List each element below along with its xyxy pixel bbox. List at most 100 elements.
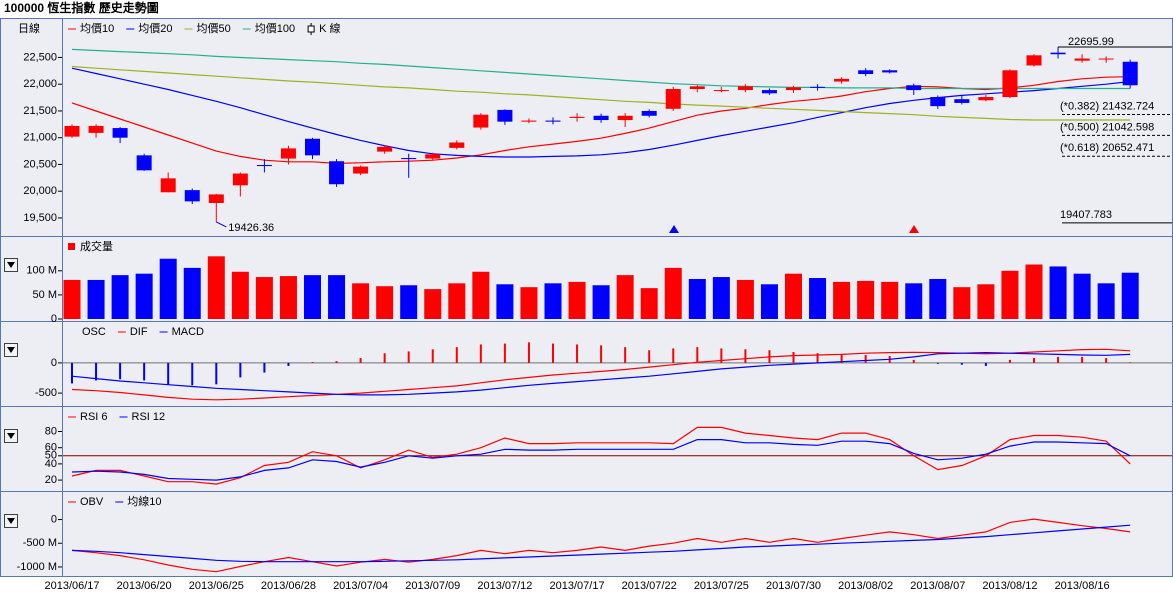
volume-bar [616,275,634,319]
volume-bar [279,276,297,319]
candle-body [593,115,609,121]
volume-bar [87,279,105,319]
volume-bar [1073,273,1091,319]
annotation-label: 19407.783 [1060,209,1112,221]
candle-body [449,142,465,148]
candle-body [906,85,922,91]
volume-bar [833,281,851,319]
x-tick-label: 2013/08/07 [910,580,965,592]
candle-body [1002,70,1018,98]
candle-body [160,178,176,193]
candle-body [1122,61,1138,86]
volume-bar [592,285,610,319]
volume-bar [376,286,394,319]
volume-bar [424,289,442,319]
volume-bar [1049,266,1067,319]
candle-body [112,128,128,138]
candle-body [353,166,369,174]
candle-body [136,155,152,171]
volume-bar [496,284,514,319]
legend-label: K 線 [319,21,340,35]
annotation-label: (*0.618) 20652.471 [1060,142,1154,154]
volume-bar [785,273,802,319]
volume-bar [1121,272,1139,319]
volume-bar [111,275,129,319]
candle-body [305,138,320,156]
candle-body [64,125,80,137]
candle-body [786,87,801,91]
volume-bar [400,285,418,319]
volume-bar [231,271,249,319]
x-tick-label: 2013/06/25 [189,580,244,592]
volume-bar [712,277,730,319]
page-title: 100000 恆生指數 歷史走勢圖 [4,0,159,15]
annotation-label: (*0.500) 21042.598 [1060,121,1154,133]
y-tick-label: 50 M [33,289,57,301]
volume-bar [207,256,225,319]
x-tick-label: 2013/07/09 [405,580,460,592]
candle-body [232,173,248,186]
panel-toggle[interactable] [4,429,18,443]
volume-bar [328,275,346,319]
volume-bar [472,271,490,319]
volume-bar [159,258,177,319]
x-tick-label: 2013/08/02 [838,580,893,592]
volume-bar [809,278,827,319]
signal-marker [669,225,679,233]
y-tick-label: 22,500 [23,51,57,63]
legend-label: 均價100 [255,21,295,35]
x-tick-label: 2013/07/17 [550,580,605,592]
x-tick-label: 2013/08/16 [1055,580,1110,592]
x-tick-label: 2013/06/20 [117,580,172,592]
legend-label: 均價10 [80,21,114,35]
annotation-line [216,221,227,228]
y-tick-label: 0 [51,313,57,325]
legend-label: MACD [172,326,204,338]
y-tick-label: 22,000 [23,78,57,90]
volume-bar [977,284,995,319]
y-tick-label: -500 [35,387,57,399]
volume-bar [640,288,658,319]
legend-label: 成交量 [80,239,113,253]
series-line [71,518,1131,573]
y-tick-label: 50 [45,450,57,462]
candle-body [954,99,970,103]
candle-body [184,190,200,202]
x-tick-label: 2013/06/28 [261,580,316,592]
candle-body [208,194,224,203]
panel-toggle[interactable] [4,514,18,528]
volume-bar [929,278,947,319]
candle-body [665,89,681,109]
candle-body [401,158,417,160]
candle-body [545,120,561,122]
volume-bar [544,283,562,319]
y-tick-label: 100 M [26,265,57,277]
candle-body [88,125,104,133]
legend-swatch [68,243,75,250]
legend-label: 均價20 [138,21,172,35]
volume-bar [664,267,682,319]
panel-toggle[interactable] [4,343,18,357]
y-tick-label: -1000 M [17,561,57,573]
candle-body [497,109,513,122]
annotation-label: 22695.99 [1068,36,1114,48]
series-line [71,65,1131,121]
y-tick-label: 80 [45,425,57,437]
volume-bar [760,284,778,319]
volume-bar [881,281,899,319]
legend-label: OBV [80,496,104,508]
x-tick-label: 2013/07/30 [766,580,821,592]
panel-toggle[interactable] [4,258,18,272]
volume-bar [1001,270,1019,319]
candle-body [930,97,946,107]
volume-bar [135,273,153,319]
candle-body [617,115,633,121]
volume-bar [255,277,273,319]
volume-bar [688,278,706,319]
candle-body [425,154,441,159]
candle-body [569,116,585,118]
series-line [71,524,1131,563]
volume-bar [857,280,875,319]
x-tick-label: 2013/07/04 [333,580,388,592]
